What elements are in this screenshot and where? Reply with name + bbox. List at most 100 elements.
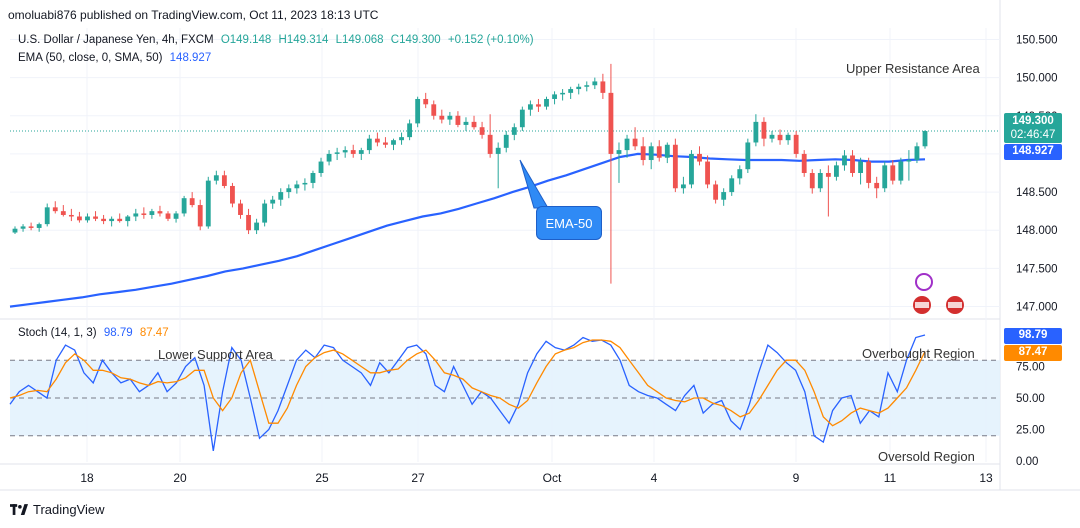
candle-body	[77, 216, 82, 221]
tradingview-brand: TradingView	[33, 502, 105, 517]
time-tick-label: 4	[651, 471, 658, 485]
stoch-d-line	[9, 339, 926, 427]
candle	[101, 214, 106, 225]
candle-body	[230, 185, 235, 204]
ema-label: EMA (50, close, 0, SMA, 50)	[18, 52, 163, 64]
stoch-label: Stoch (14, 1, 3)	[18, 327, 97, 339]
candle	[213, 170, 219, 185]
candle	[874, 176, 880, 199]
candle	[36, 222, 42, 232]
stoch-legend[interactable]: Stoch (14, 1, 3) 98.79 87.47	[18, 327, 169, 339]
candle	[221, 170, 227, 189]
candle-body	[576, 86, 582, 90]
candle	[294, 180, 300, 194]
candle-body	[141, 213, 147, 215]
candle-body	[52, 207, 58, 212]
candle-body	[302, 182, 308, 185]
candle-body	[350, 150, 356, 154]
stoch-lines	[9, 334, 926, 452]
candle	[407, 119, 413, 141]
overbought-label: Overbought Region	[862, 346, 975, 361]
candle-body	[536, 104, 541, 107]
candle-body	[705, 161, 710, 185]
candle-body	[850, 155, 855, 173]
candle	[922, 130, 928, 149]
candle-body	[608, 92, 614, 154]
candle	[866, 157, 872, 189]
candle	[350, 144, 356, 158]
candle-body	[310, 173, 316, 183]
countdown-value: 02:46:47	[1010, 129, 1056, 141]
candle-body	[60, 211, 66, 215]
candle	[560, 89, 566, 101]
candle-body	[93, 216, 98, 219]
tradingview-footer[interactable]: TradingView	[10, 502, 105, 517]
candle	[536, 98, 541, 112]
low-value: L149.068	[335, 34, 384, 46]
publisher-line: omoluabi876 published on TradingView.com…	[8, 8, 379, 22]
candle	[431, 100, 437, 120]
candle	[415, 96, 421, 128]
candle-body	[213, 175, 219, 181]
candle	[801, 150, 807, 177]
candle-body	[874, 182, 880, 189]
candle	[133, 208, 139, 222]
candle-body	[922, 131, 928, 147]
stoch-k-value: 98.79	[103, 327, 133, 339]
candle	[479, 121, 485, 139]
candle	[52, 201, 58, 214]
candle-body	[44, 207, 50, 225]
candle	[326, 150, 332, 166]
time-tick-label: 27	[411, 471, 425, 485]
candle	[858, 157, 863, 185]
candle-body	[439, 115, 445, 120]
price-tick-label: 148.500	[1016, 187, 1058, 199]
symbol-legend[interactable]: U.S. Dollar / Japanese Yen, 4h, FXCM O14…	[18, 34, 534, 46]
candle-body	[761, 121, 767, 139]
candle-body	[85, 216, 90, 221]
candle	[632, 127, 638, 151]
candle	[310, 170, 316, 189]
candles	[12, 63, 928, 284]
symbol-name: U.S. Dollar / Japanese Yen, 4h, FXCM	[18, 34, 214, 46]
candle	[157, 205, 163, 217]
stoch-levels	[10, 359, 1000, 437]
lightning-icon[interactable]	[915, 273, 933, 291]
candle-body	[552, 94, 557, 99]
candle-body	[777, 134, 783, 141]
candle	[616, 142, 622, 183]
candle-body	[592, 81, 598, 86]
candle	[890, 160, 896, 185]
candle-body	[834, 165, 839, 177]
tradingview-logo-icon	[10, 503, 28, 515]
candle	[640, 137, 646, 166]
stoch-tick-label: 50.00	[1016, 393, 1045, 405]
time-tick-label: 25	[315, 471, 329, 485]
ema-line	[9, 152, 926, 308]
candle	[705, 155, 710, 189]
candle-body	[600, 81, 606, 93]
ema-legend[interactable]: EMA (50, close, 0, SMA, 50) 148.927	[18, 52, 211, 64]
candle	[117, 213, 123, 223]
candle-body	[624, 138, 630, 151]
candle-body	[181, 198, 187, 214]
candle-body	[737, 169, 743, 179]
candle	[334, 147, 340, 161]
candle-body	[825, 173, 831, 177]
candle-body	[358, 150, 364, 154]
candle	[68, 208, 74, 222]
candle-body	[318, 161, 324, 173]
candle-body	[423, 98, 429, 105]
stoch-d-tag: 87.47	[1004, 345, 1062, 361]
candle-body	[12, 228, 18, 233]
candle-body	[842, 155, 847, 166]
candle	[544, 96, 549, 110]
candle	[777, 129, 783, 145]
time-tick-label: 13	[979, 471, 993, 485]
candle	[487, 114, 493, 158]
candle-body	[133, 213, 139, 217]
candle-body	[898, 161, 904, 181]
candle-body	[656, 146, 662, 158]
candle	[125, 214, 131, 227]
candle-body	[858, 161, 863, 173]
